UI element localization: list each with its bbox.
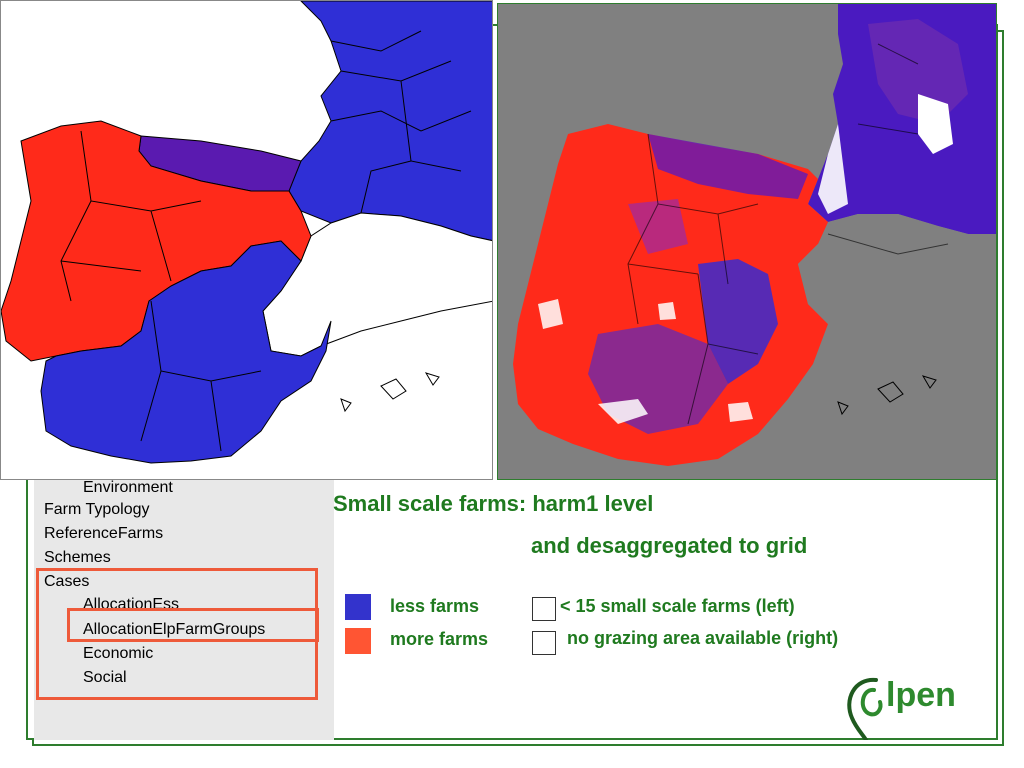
legend-swatch-empty-right — [532, 631, 556, 655]
elpen-logo-icon: lpen — [847, 676, 956, 742]
tree-item-farm-typology[interactable]: Farm Typology — [44, 501, 150, 518]
legend-swatch-less — [345, 594, 371, 620]
navigation-tree-panel — [34, 468, 334, 740]
legend-label-less: less farms — [390, 596, 480, 616]
allocation-highlight-box — [67, 608, 319, 642]
tree-item-schemes[interactable]: Schemes — [44, 549, 111, 566]
legend-note-right: no grazing area available (right) — [567, 628, 839, 648]
legend-swatch-more — [345, 628, 371, 654]
map-desaggregated-grid — [497, 3, 997, 480]
title-line-2: and desaggregated to grid — [531, 533, 808, 558]
legend-label-more: more farms — [390, 629, 489, 649]
tree-item-reference-farms[interactable]: ReferenceFarms — [44, 525, 164, 542]
tree-item-allocation-elp-farm-groups[interactable]: AllocationElpFarmGroups — [83, 621, 266, 638]
map-harm1-level — [0, 0, 493, 480]
map-left-svg — [1, 1, 492, 464]
tree-item-economic[interactable]: Economic — [83, 645, 154, 662]
title-line-1: Small scale farms: harm1 level — [333, 491, 654, 516]
elpen-logo: lpen — [842, 670, 992, 742]
legend-note-left: < 15 small scale farms (left) — [560, 596, 795, 616]
svg-text:lpen: lpen — [886, 676, 956, 714]
legend-swatch-empty-left — [532, 597, 556, 621]
tree-item-social[interactable]: Social — [83, 669, 127, 686]
tree-item-cases[interactable]: Cases — [44, 573, 90, 590]
map-right-svg — [513, 4, 996, 466]
tree-item-environment[interactable]: Environment — [83, 479, 173, 496]
